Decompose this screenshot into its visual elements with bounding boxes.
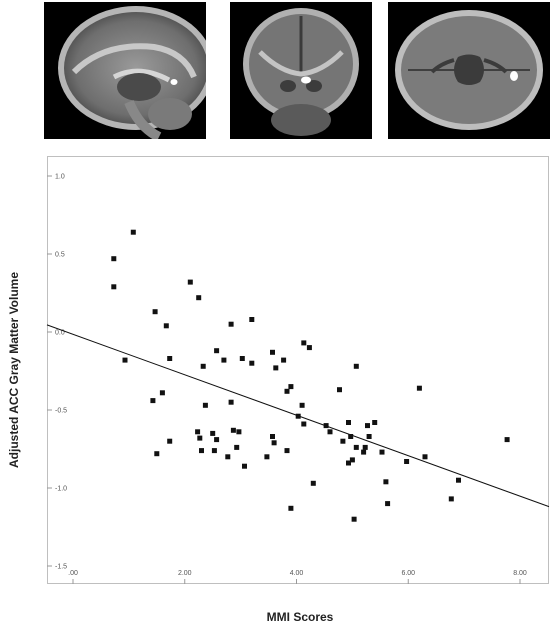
data-point — [211, 448, 217, 454]
x-axis-label: MMI Scores — [266, 610, 334, 624]
data-point — [270, 349, 275, 355]
data-point — [284, 388, 290, 394]
data-point — [196, 295, 202, 301]
data-point — [271, 440, 277, 446]
data-point — [366, 434, 372, 439]
data-point — [228, 321, 234, 327]
data-point — [202, 402, 208, 408]
data-point — [199, 448, 204, 454]
data-point — [372, 420, 378, 425]
data-point — [152, 309, 158, 315]
coronal-brain-slice — [243, 8, 359, 136]
data-point — [365, 423, 370, 429]
axial-brain-slice — [395, 10, 543, 130]
data-point — [214, 348, 220, 354]
x-tick-label: .00 — [68, 570, 78, 577]
data-point — [323, 423, 329, 429]
data-point — [242, 463, 247, 469]
data-point — [200, 363, 206, 369]
data-point — [349, 457, 355, 463]
data-point — [111, 256, 117, 262]
data-point — [351, 516, 357, 522]
x-tick-label: 2.00 — [178, 570, 192, 577]
y-tick-label: 0.5 — [55, 252, 65, 259]
data-point — [288, 505, 294, 511]
data-point — [225, 454, 231, 460]
data-point — [130, 229, 136, 235]
data-point — [288, 384, 294, 390]
y-axis: 1.0 0.5 0.0 -0.5 -1.0 -1.5 — [47, 174, 67, 571]
data-point — [197, 435, 203, 441]
x-axis: .00 2.00 4.00 6.00 8.00 — [68, 570, 527, 584]
data-point — [210, 430, 216, 436]
data-point — [346, 460, 351, 466]
data-point — [504, 437, 510, 443]
data-points — [111, 229, 510, 522]
data-point — [249, 360, 255, 366]
data-point — [306, 345, 312, 351]
y-axis-label: Adjusted ACC Gray Matter Volume — [7, 271, 21, 469]
data-point — [301, 421, 307, 427]
data-point — [310, 480, 316, 486]
data-point — [230, 427, 236, 433]
y-tick-label: -1.0 — [55, 486, 67, 493]
sagittal-mri-image — [44, 2, 206, 139]
data-point — [122, 357, 128, 363]
data-point — [187, 279, 193, 285]
data-point — [270, 434, 275, 439]
data-point — [379, 449, 385, 455]
x-tick-label: 4.00 — [290, 570, 304, 577]
plot-area-frame — [47, 156, 549, 584]
data-point — [111, 284, 117, 290]
data-point — [167, 356, 173, 361]
data-point — [353, 363, 359, 369]
y-tick-label: 0.0 — [55, 330, 65, 337]
x-tick-label: 6.00 — [401, 570, 415, 577]
data-point — [281, 357, 287, 363]
data-point — [163, 323, 169, 329]
data-point — [327, 429, 333, 435]
data-point — [249, 317, 255, 322]
data-point — [150, 398, 156, 404]
data-point — [236, 429, 242, 435]
y-tick-label: -1.5 — [55, 564, 67, 571]
data-point — [295, 413, 301, 419]
data-point — [448, 496, 454, 502]
data-point — [404, 459, 410, 464]
data-point — [340, 438, 346, 444]
sagittal-brain-slice — [58, 6, 206, 139]
y-tick-label: -0.5 — [55, 408, 67, 415]
data-point — [273, 365, 279, 371]
data-point — [195, 429, 201, 435]
data-point — [264, 454, 270, 460]
data-point — [301, 340, 307, 346]
data-point — [221, 357, 227, 363]
coronal-mri-image — [230, 2, 372, 139]
x-tick-label: 8.00 — [513, 570, 527, 577]
data-point — [214, 437, 220, 443]
data-point — [416, 385, 422, 391]
data-point — [154, 451, 160, 457]
data-point — [337, 387, 342, 393]
data-point — [299, 402, 305, 408]
data-point — [346, 420, 351, 425]
data-point — [383, 479, 389, 485]
data-point — [284, 448, 290, 454]
data-point — [362, 444, 368, 450]
data-point — [167, 438, 173, 444]
data-point — [385, 501, 391, 507]
data-point — [361, 449, 367, 455]
y-tick-label: 1.0 — [55, 174, 65, 181]
data-point — [348, 434, 354, 439]
data-point — [228, 399, 234, 405]
data-point — [239, 356, 245, 361]
data-point — [456, 477, 461, 483]
data-point — [159, 390, 165, 396]
data-point — [422, 454, 428, 460]
data-point — [234, 444, 240, 450]
data-point — [353, 444, 359, 450]
axial-mri-image — [388, 2, 550, 139]
